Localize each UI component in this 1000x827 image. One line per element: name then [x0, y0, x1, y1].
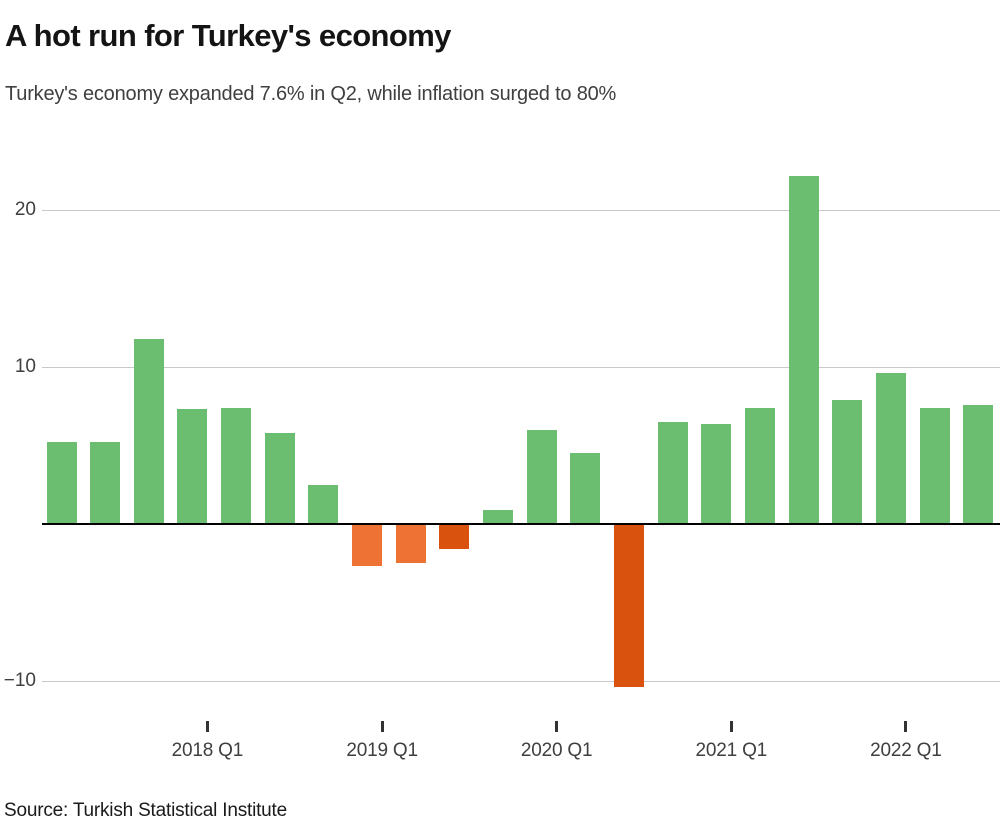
y-grid-line	[42, 210, 1000, 211]
bar-2018-q1	[221, 407, 252, 524]
chart-title: A hot run for Turkey's economy	[5, 18, 451, 53]
y-grid-line	[42, 681, 1000, 682]
x-axis-tick	[729, 721, 733, 732]
bar-2021-q2	[788, 175, 819, 524]
y-grid-line	[42, 367, 1000, 368]
y-tick-label: 10	[14, 356, 36, 377]
bar-2019-q4	[526, 429, 557, 524]
bar-2018-q4	[352, 524, 383, 567]
zero-baseline	[42, 523, 1000, 525]
x-tick-label: 2022 Q1	[870, 740, 942, 761]
x-axis-tick	[904, 721, 908, 732]
bar-2017-q3	[133, 338, 164, 524]
x-axis-tick	[205, 721, 209, 732]
bar-2019-q2	[439, 524, 470, 550]
bar-2019-q3	[483, 509, 513, 524]
bar-2020-q3	[657, 421, 688, 524]
x-tick-label: 2020 Q1	[520, 740, 593, 761]
bar-2018-q2	[264, 432, 295, 524]
bar-2021-q1	[744, 407, 775, 524]
x-axis-tick	[380, 721, 384, 732]
chart-subtitle: Turkey's economy expanded 7.6% in Q2, wh…	[5, 83, 617, 105]
bar-2020-q4	[701, 423, 732, 524]
bar-2022-q2	[963, 404, 994, 524]
y-tick-label: −10	[3, 670, 36, 691]
x-axis-tick	[555, 721, 559, 732]
x-tick-label: 2019 Q1	[346, 740, 418, 761]
bar-2017-q4	[177, 409, 208, 524]
bar-2021-q3	[832, 400, 863, 524]
bar-2021-q4	[875, 373, 906, 524]
x-tick-label: 2021 Q1	[695, 740, 768, 761]
bar-2022-q1	[919, 407, 950, 524]
bar-2018-q3	[308, 484, 339, 525]
bar-2019-q1	[395, 524, 426, 564]
bar-2020-q1	[570, 453, 601, 524]
bar-2017-q1	[46, 442, 77, 524]
x-tick-label: 2018 Q1	[171, 740, 244, 761]
bar-2020-q2	[613, 524, 644, 688]
source-note: Source: Turkish Statistical Institute	[4, 800, 287, 821]
bar-2017-q2	[90, 442, 121, 524]
y-tick-label: 20	[14, 199, 36, 220]
